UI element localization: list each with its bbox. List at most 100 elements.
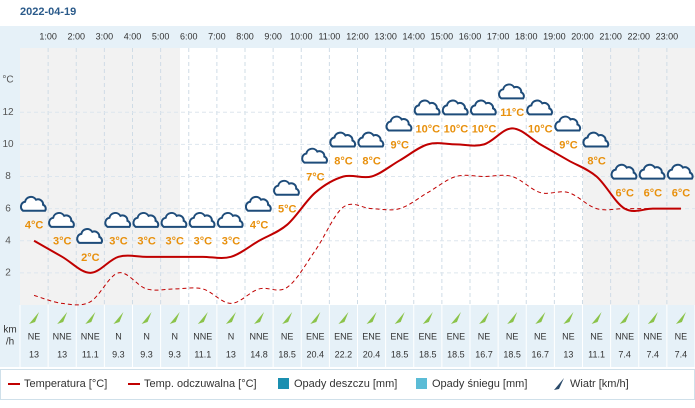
weather-icon (273, 179, 300, 196)
wind-direction: ENE (419, 331, 438, 341)
weather-icon (104, 212, 132, 228)
weather-icon (413, 99, 441, 116)
data-label: 10°C (444, 123, 469, 135)
data-label: 9°C (390, 139, 409, 151)
series-line (33, 174, 681, 306)
data-label: 4°C (25, 220, 44, 232)
hour-label: 23:00 (656, 31, 679, 41)
wind-arrow (619, 312, 630, 324)
weather-icon (48, 212, 75, 228)
wind-speed: 9.3 (140, 349, 153, 359)
wind-speed: 13 (563, 349, 573, 359)
data-label: 10°C (472, 123, 497, 135)
data-label: 10°C (416, 123, 441, 135)
wind-speed: 7.4 (647, 349, 660, 359)
data-label: 3°C (194, 236, 213, 248)
wind-speed: 7.4 (675, 349, 688, 359)
wind-arrow (225, 312, 236, 324)
wind-direction: NNE (615, 331, 634, 341)
hour-label: 2:00 (67, 31, 85, 41)
y-unit: °C (2, 75, 13, 86)
hour-label: 14:00 (402, 31, 425, 41)
legend-swatch (278, 378, 289, 389)
hour-label: 19:00 (543, 31, 566, 41)
data-label: 5°C (278, 204, 297, 216)
weather-icon (582, 131, 610, 148)
data-label: 6°C (644, 188, 663, 200)
weather-icon (554, 115, 582, 132)
wind-arrow (141, 312, 152, 324)
y-tick-label: 12 (2, 107, 14, 118)
weather-icon (244, 195, 272, 212)
wind-arrow (563, 312, 574, 324)
wind-arrow (57, 312, 68, 324)
weather-icon (469, 99, 497, 116)
wind-speed: 7.4 (618, 349, 631, 359)
wind-speed: 22.2 (335, 349, 353, 359)
weather-icon (526, 99, 553, 116)
left-strip (0, 26, 20, 367)
hour-label: 9:00 (264, 31, 282, 41)
y-tick-label: 10 (2, 139, 14, 150)
wind-speed: 16.7 (475, 349, 493, 359)
legend-arrow (554, 378, 564, 390)
hour-label: 20:00 (571, 31, 594, 41)
wind-arrow (282, 312, 293, 324)
wind-direction: NE (675, 331, 688, 341)
wind-arrow (394, 312, 405, 324)
data-label: 2°C (81, 252, 100, 264)
weather-icon (610, 163, 638, 180)
wind-direction: NE (534, 331, 547, 341)
data-label: 7°C (306, 171, 325, 183)
weather-icon (301, 147, 328, 164)
hour-strip (0, 26, 695, 48)
wind-direction: NE (281, 331, 294, 341)
wind-speed: 20.4 (363, 349, 381, 359)
data-label: 3°C (109, 236, 128, 248)
hour-label: 3:00 (96, 31, 114, 41)
wind-direction: NE (506, 331, 519, 341)
wind-direction: ENE (447, 331, 466, 341)
weather-icon (329, 131, 357, 148)
wind-arrow (85, 312, 96, 324)
wind-direction: N (115, 331, 122, 341)
wind-arrow (366, 312, 377, 324)
hour-label: 7:00 (208, 31, 226, 41)
wind-speed: 13 (29, 349, 39, 359)
wind-arrow (338, 312, 349, 324)
data-label: 9°C (559, 139, 578, 151)
data-label: 3°C (53, 236, 72, 248)
data-label: 4°C (250, 220, 269, 232)
wind-arrow (113, 312, 124, 324)
wind-direction: NNE (250, 331, 269, 341)
wind-arrow (507, 312, 518, 324)
weather-icon (441, 99, 469, 116)
wind-speed: 18.5 (447, 349, 465, 359)
wind-arrow (169, 312, 180, 324)
wind-speed: 16.7 (532, 349, 550, 359)
legend-label: Opady śniegu [mm] (432, 378, 527, 390)
hour-label: 12:00 (346, 31, 369, 41)
hour-label: 16:00 (459, 31, 482, 41)
data-label: 8°C (587, 155, 606, 167)
wind-speed: 11.1 (82, 349, 99, 359)
hour-label: 4:00 (124, 31, 142, 41)
hour-label: 1:00 (39, 31, 57, 41)
wind-direction: ENE (362, 331, 381, 341)
wind-arrow (422, 312, 433, 324)
wind-direction: NE (562, 331, 575, 341)
hour-label: 21:00 (599, 31, 622, 41)
legend-box (0, 369, 695, 400)
wind-speed: 13 (57, 349, 67, 359)
weather-icon (188, 212, 216, 228)
data-label: 10°C (528, 123, 553, 135)
hour-label: 18:00 (515, 31, 538, 41)
hour-label: 17:00 (487, 31, 510, 41)
weather-icon (216, 212, 244, 228)
weather-icon (76, 228, 103, 244)
weather-icon (666, 163, 694, 180)
wind-speed: 13 (226, 349, 236, 359)
y-tick-label: 8 (5, 171, 11, 182)
wind-direction: NE (590, 331, 603, 341)
wind-direction: NNE (193, 331, 212, 341)
